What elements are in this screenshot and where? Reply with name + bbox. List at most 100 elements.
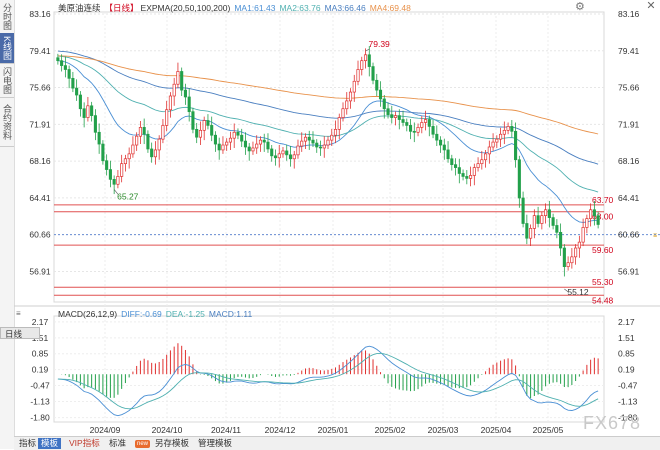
candle-body: [105, 160, 109, 170]
tab-contract-info[interactable]: 合约资料: [0, 98, 14, 147]
symbol-name: 美原油连续: [58, 3, 101, 13]
candle-body: [270, 148, 274, 157]
candle-body: [469, 175, 473, 179]
period-tab-day[interactable]: 日线: [0, 327, 40, 339]
candle-body: [341, 108, 345, 118]
candle-body: [510, 126, 514, 132]
tab-flash-chart[interactable]: 闪电图: [0, 64, 14, 98]
candle-body: [221, 144, 225, 151]
chart-area[interactable]: 63.70 63.00 59.60 55.30 54.48 ≡ 79.39 65.27 55.…: [0, 0, 660, 436]
candle-body: [412, 130, 416, 133]
candle-body: [243, 140, 248, 148]
macd-axis-label-left: -0.47: [30, 381, 50, 391]
macd-dea-value: DEA:-1.25: [165, 309, 205, 319]
candle-body: [101, 143, 105, 162]
candle-body: [461, 173, 465, 177]
candle-body: [360, 60, 364, 70]
candle-body: [251, 147, 255, 152]
ema200-line: [57, 55, 599, 135]
candle-body: [536, 215, 540, 224]
candle-body: [116, 176, 120, 185]
macd-axis-label-left: 2.17: [32, 317, 49, 327]
ema-indicator-name[interactable]: EXPMA(20,50,100,200): [140, 3, 231, 13]
candle-body: [532, 215, 536, 229]
collapse-toggle-icon[interactable]: ≡: [16, 309, 21, 318]
time-axis-label: 2025/05: [533, 425, 564, 435]
vip-indicator-button[interactable]: VIP指标: [69, 438, 100, 448]
macd-header: MACD(26,12,9) DIFF:-0.69 DEA:-1.25 MACD:1.1…: [58, 309, 256, 319]
candle-body: [465, 176, 469, 179]
candle-body: [420, 122, 424, 128]
candle-body: [574, 247, 578, 258]
candle-body: [258, 139, 263, 145]
price-pane-frame: [53, 11, 605, 303]
settings-gear-icon[interactable]: ⚙: [575, 1, 585, 13]
key-level-label: 54.48: [592, 295, 614, 305]
time-axis-label: 2024/09: [90, 425, 121, 435]
candle-body: [521, 197, 525, 224]
key-level-label: 55.30: [592, 277, 614, 287]
candle-body: [277, 153, 281, 159]
candle-body: [120, 163, 124, 177]
standard-button[interactable]: 标准: [109, 438, 127, 448]
close-icon[interactable]: ✕: [646, 0, 656, 12]
save-template-button[interactable]: 另存模板: [155, 438, 190, 448]
candle-body: [397, 115, 401, 120]
candle-body: [348, 91, 353, 102]
candle-body: [356, 69, 360, 82]
macd-indicator-name[interactable]: MACD(26,12,9): [58, 309, 118, 319]
macd-axis-label-left: 0.19: [32, 365, 49, 375]
price-axis-label-left: 64.41: [29, 193, 51, 203]
candle-body: [187, 96, 191, 113]
candle-body: [232, 131, 236, 139]
indicator-button[interactable]: 指标: [19, 438, 37, 448]
candle-body: [559, 231, 563, 249]
price-axis-label-right: 60.66: [618, 230, 640, 240]
candle-body: [285, 150, 289, 156]
candle-body: [146, 133, 150, 150]
candle-body: [172, 83, 176, 97]
manage-template-button[interactable]: 管理模板: [198, 438, 233, 448]
candle-body: [566, 262, 570, 268]
period-label[interactable]: 【日线】: [104, 3, 139, 13]
candle-body: [570, 256, 574, 264]
candle-body: [529, 228, 533, 239]
extreme-price-label: 65.27: [117, 191, 139, 201]
candle-body: [112, 179, 116, 185]
candle-body: [345, 100, 349, 110]
macd-axis-label-right: 0.19: [618, 365, 635, 375]
macd-axis-label-left: 1.51: [32, 333, 49, 343]
tab-kline-chart[interactable]: K线图: [0, 33, 14, 64]
candle-body: [165, 109, 169, 126]
candle-body: [142, 127, 146, 135]
fx678-watermark: FX678: [583, 413, 642, 433]
candle-body: [547, 209, 551, 218]
candle-body: [408, 125, 413, 132]
time-axis-label: 2025/03: [428, 425, 459, 435]
candle-body: [439, 139, 443, 146]
macd-pane-frame: [53, 315, 605, 423]
candle-body: [514, 130, 518, 161]
candle-body: [90, 105, 94, 116]
key-level-label: 59.60: [592, 245, 614, 255]
candle-body: [442, 144, 446, 151]
ma3-value: MA3:66.46: [324, 3, 366, 13]
new-badge-button[interactable]: new: [132, 438, 153, 449]
ma1-value: MA1:61.43: [234, 3, 276, 13]
key-level-label: 63.70: [592, 195, 614, 205]
template-button[interactable]: 模板: [38, 438, 62, 449]
candle-body: [454, 164, 458, 168]
candle-body: [225, 141, 229, 146]
candle-body: [487, 146, 491, 155]
candle-body: [93, 115, 97, 133]
candle-body: [577, 241, 581, 249]
candle-body: [375, 79, 379, 91]
candle-body: [326, 139, 330, 146]
candle-body: [517, 159, 521, 199]
extreme-price-label: 55.12: [567, 287, 589, 297]
candle-body: [427, 119, 431, 127]
candle-body: [367, 54, 371, 67]
candle-body: [63, 65, 67, 70]
candle-body: [322, 144, 326, 149]
time-axis-label: 2025/04: [481, 425, 512, 435]
